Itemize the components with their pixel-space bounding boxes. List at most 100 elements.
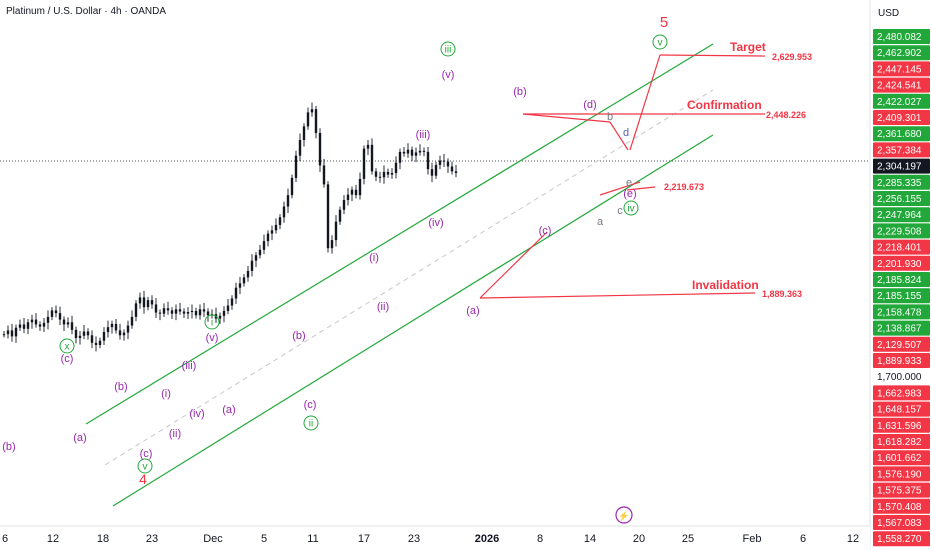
price-label: 2,158.478 bbox=[877, 307, 922, 318]
candle-body bbox=[306, 112, 310, 127]
wave-label-green: v bbox=[658, 38, 663, 49]
candle-body bbox=[54, 310, 58, 314]
wave-circle bbox=[59, 338, 75, 354]
price-label: 1,575.375 bbox=[877, 486, 922, 497]
candle-body bbox=[330, 240, 334, 249]
candle-body bbox=[310, 109, 314, 113]
candle-body bbox=[166, 308, 170, 311]
candle-body bbox=[450, 166, 454, 172]
projection-up bbox=[629, 54, 661, 151]
candle-body bbox=[86, 331, 90, 336]
price-label-bg bbox=[873, 126, 930, 142]
candle-body bbox=[274, 224, 278, 231]
price-label-bg bbox=[873, 482, 930, 498]
support-value: 2,219.673 bbox=[664, 182, 704, 192]
event-icon: ⚡ bbox=[618, 510, 629, 522]
candle-body bbox=[278, 217, 282, 225]
target-line bbox=[659, 54, 766, 57]
candle-body bbox=[66, 322, 70, 325]
wave-circle bbox=[440, 41, 456, 57]
invalidation-label: Invalidation bbox=[692, 278, 759, 292]
time-tick: Feb bbox=[743, 533, 762, 545]
time-tick: 25 bbox=[682, 533, 694, 545]
candle-body bbox=[410, 149, 414, 156]
price-label-bg bbox=[873, 304, 930, 320]
time-tick: 23 bbox=[408, 533, 420, 545]
candle-body bbox=[154, 304, 158, 313]
candle-body bbox=[362, 148, 366, 179]
price-label: 2,285.335 bbox=[877, 178, 922, 189]
time-tick: 17 bbox=[358, 533, 370, 545]
wave-label-purple: (d) bbox=[583, 99, 596, 111]
candle-body bbox=[190, 310, 194, 313]
price-label: 2,409.301 bbox=[877, 113, 922, 124]
candle-body bbox=[270, 230, 274, 234]
candle-body bbox=[174, 309, 178, 314]
price-label: 1,576.190 bbox=[877, 469, 922, 480]
price-label: 2,357.384 bbox=[877, 145, 922, 156]
candle-body bbox=[186, 312, 190, 314]
price-label-bg bbox=[873, 207, 930, 223]
candle-body bbox=[370, 144, 374, 172]
candle-body bbox=[118, 330, 122, 336]
candle-body bbox=[254, 255, 258, 261]
candle-body bbox=[322, 165, 326, 185]
candle-body bbox=[258, 249, 262, 256]
wave-circle bbox=[623, 200, 639, 216]
price-label-bg bbox=[873, 320, 930, 336]
channel-lower-line bbox=[112, 134, 714, 507]
candle-body bbox=[6, 330, 10, 335]
invalidation-value: 1,889.363 bbox=[762, 289, 802, 299]
candle-body bbox=[358, 178, 362, 196]
target-label: Target bbox=[730, 40, 766, 54]
price-label: 2,462.902 bbox=[877, 48, 922, 59]
candle-body bbox=[290, 177, 294, 196]
time-tick: 8 bbox=[537, 533, 543, 545]
wave-label-green: x bbox=[65, 342, 70, 353]
event-badge[interactable] bbox=[615, 506, 633, 524]
triangle-b-d2 bbox=[609, 121, 629, 151]
candle-body bbox=[58, 313, 62, 320]
candle-body bbox=[314, 109, 318, 133]
price-label-bg bbox=[873, 77, 930, 93]
candle-body bbox=[226, 305, 230, 311]
candle-body bbox=[230, 298, 234, 306]
price-label-bg bbox=[873, 450, 930, 466]
price-label: 1,648.157 bbox=[877, 405, 922, 416]
candle-body bbox=[246, 270, 250, 278]
price-label: 1,558.270 bbox=[877, 534, 922, 545]
time-tick: 11 bbox=[307, 533, 318, 545]
wave-circle bbox=[303, 415, 319, 431]
price-label: 1,662.983 bbox=[877, 388, 922, 399]
wave-label-green: i bbox=[211, 318, 213, 329]
price-label-bg bbox=[873, 353, 930, 368]
wave-label-purple: (a) bbox=[222, 404, 235, 416]
price-label: 2,218.401 bbox=[877, 243, 922, 254]
candle-body bbox=[350, 189, 354, 195]
price-label: 1,889.933 bbox=[877, 356, 922, 367]
candle-body bbox=[366, 144, 370, 149]
candle-body bbox=[142, 297, 146, 308]
wave-label-purple: (b) bbox=[292, 330, 305, 342]
wave-label-green: v bbox=[143, 462, 148, 473]
time-tick: 6 bbox=[2, 533, 8, 545]
candle-body bbox=[222, 310, 226, 316]
candle-body bbox=[106, 327, 110, 333]
candle-body bbox=[374, 171, 378, 177]
price-label-bg bbox=[873, 142, 930, 158]
candle-body bbox=[398, 151, 402, 163]
candle-body bbox=[282, 206, 286, 218]
time-tick: 20 bbox=[633, 533, 645, 545]
candle-body bbox=[18, 324, 22, 328]
price-label-bg bbox=[873, 174, 930, 190]
candle-body bbox=[206, 311, 210, 316]
candle-body bbox=[202, 309, 206, 312]
candle-body bbox=[334, 221, 338, 241]
candle-body bbox=[42, 322, 46, 327]
candle-body bbox=[134, 303, 138, 317]
time-axis-bg bbox=[0, 526, 870, 550]
wave-label-green: iii bbox=[445, 45, 452, 56]
candle-body bbox=[130, 316, 134, 326]
candle-body bbox=[378, 176, 382, 178]
